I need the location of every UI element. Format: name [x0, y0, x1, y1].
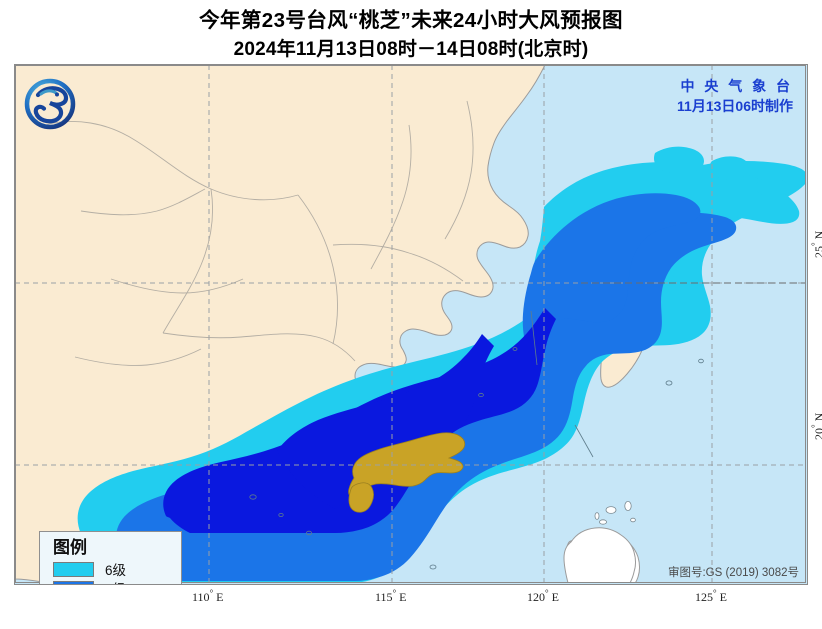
- lat-label-25N: 25° N: [810, 231, 822, 258]
- legend-title: 图例: [53, 538, 87, 557]
- cma-dragon-logo-icon: [24, 78, 76, 130]
- lon-label-115E: 115° E: [375, 588, 407, 604]
- lon-label-120E: 120° E: [527, 588, 559, 604]
- lon-label-125E: 125° E: [695, 588, 727, 604]
- lon-label-110E: 110° E: [192, 588, 224, 604]
- title-line-2: 2024年11月13日08时－14日08时(北京时): [233, 39, 589, 60]
- agency-issue-time: 11月13日06时制作: [677, 98, 793, 114]
- legend-swatch-level-6: [53, 561, 94, 577]
- legend-label-level-6: 6级: [105, 563, 127, 578]
- batanes-islets: [594, 500, 636, 525]
- legend-swatch-level-7: [53, 580, 94, 584]
- agency-name: 中 央 气 象 台: [680, 78, 793, 94]
- weather-map[interactable]: 中 央 气 象 台 11月13日06时制作 审图号:GS (2019) 3082…: [14, 64, 808, 585]
- wind-band-level-7-strait: [522, 193, 701, 355]
- map-approval-number: 审图号:GS (2019) 3082号: [667, 567, 799, 579]
- title-line-1: 今年第23号台风“桃芝”未来24小时大风预报图: [199, 9, 623, 32]
- province-borders: [44, 100, 474, 366]
- lat-label-20N: 20° N: [810, 413, 822, 440]
- legend: 图例 6级 7级 8级 9级: [39, 531, 182, 584]
- agency-stamp: 中 央 气 象 台 11月13日06时制作: [677, 76, 793, 116]
- map-inner-border: [15, 65, 806, 583]
- map-canvas: [15, 65, 806, 583]
- luzon-north-land: [563, 527, 636, 583]
- legend-item-level-6[interactable]: 6级: [53, 560, 181, 578]
- page-title: 今年第23号台风“桃芝”未来24小时大风预报图 2024年11月13日08时－1…: [0, 0, 822, 64]
- legend-item-level-7[interactable]: 7级: [53, 578, 181, 584]
- hainan-southwest-tip: [348, 482, 374, 513]
- sea-islets: [249, 310, 704, 570]
- wind-band-level-6-patches: [653, 146, 788, 197]
- legend-label-level-7: 7级: [105, 578, 126, 584]
